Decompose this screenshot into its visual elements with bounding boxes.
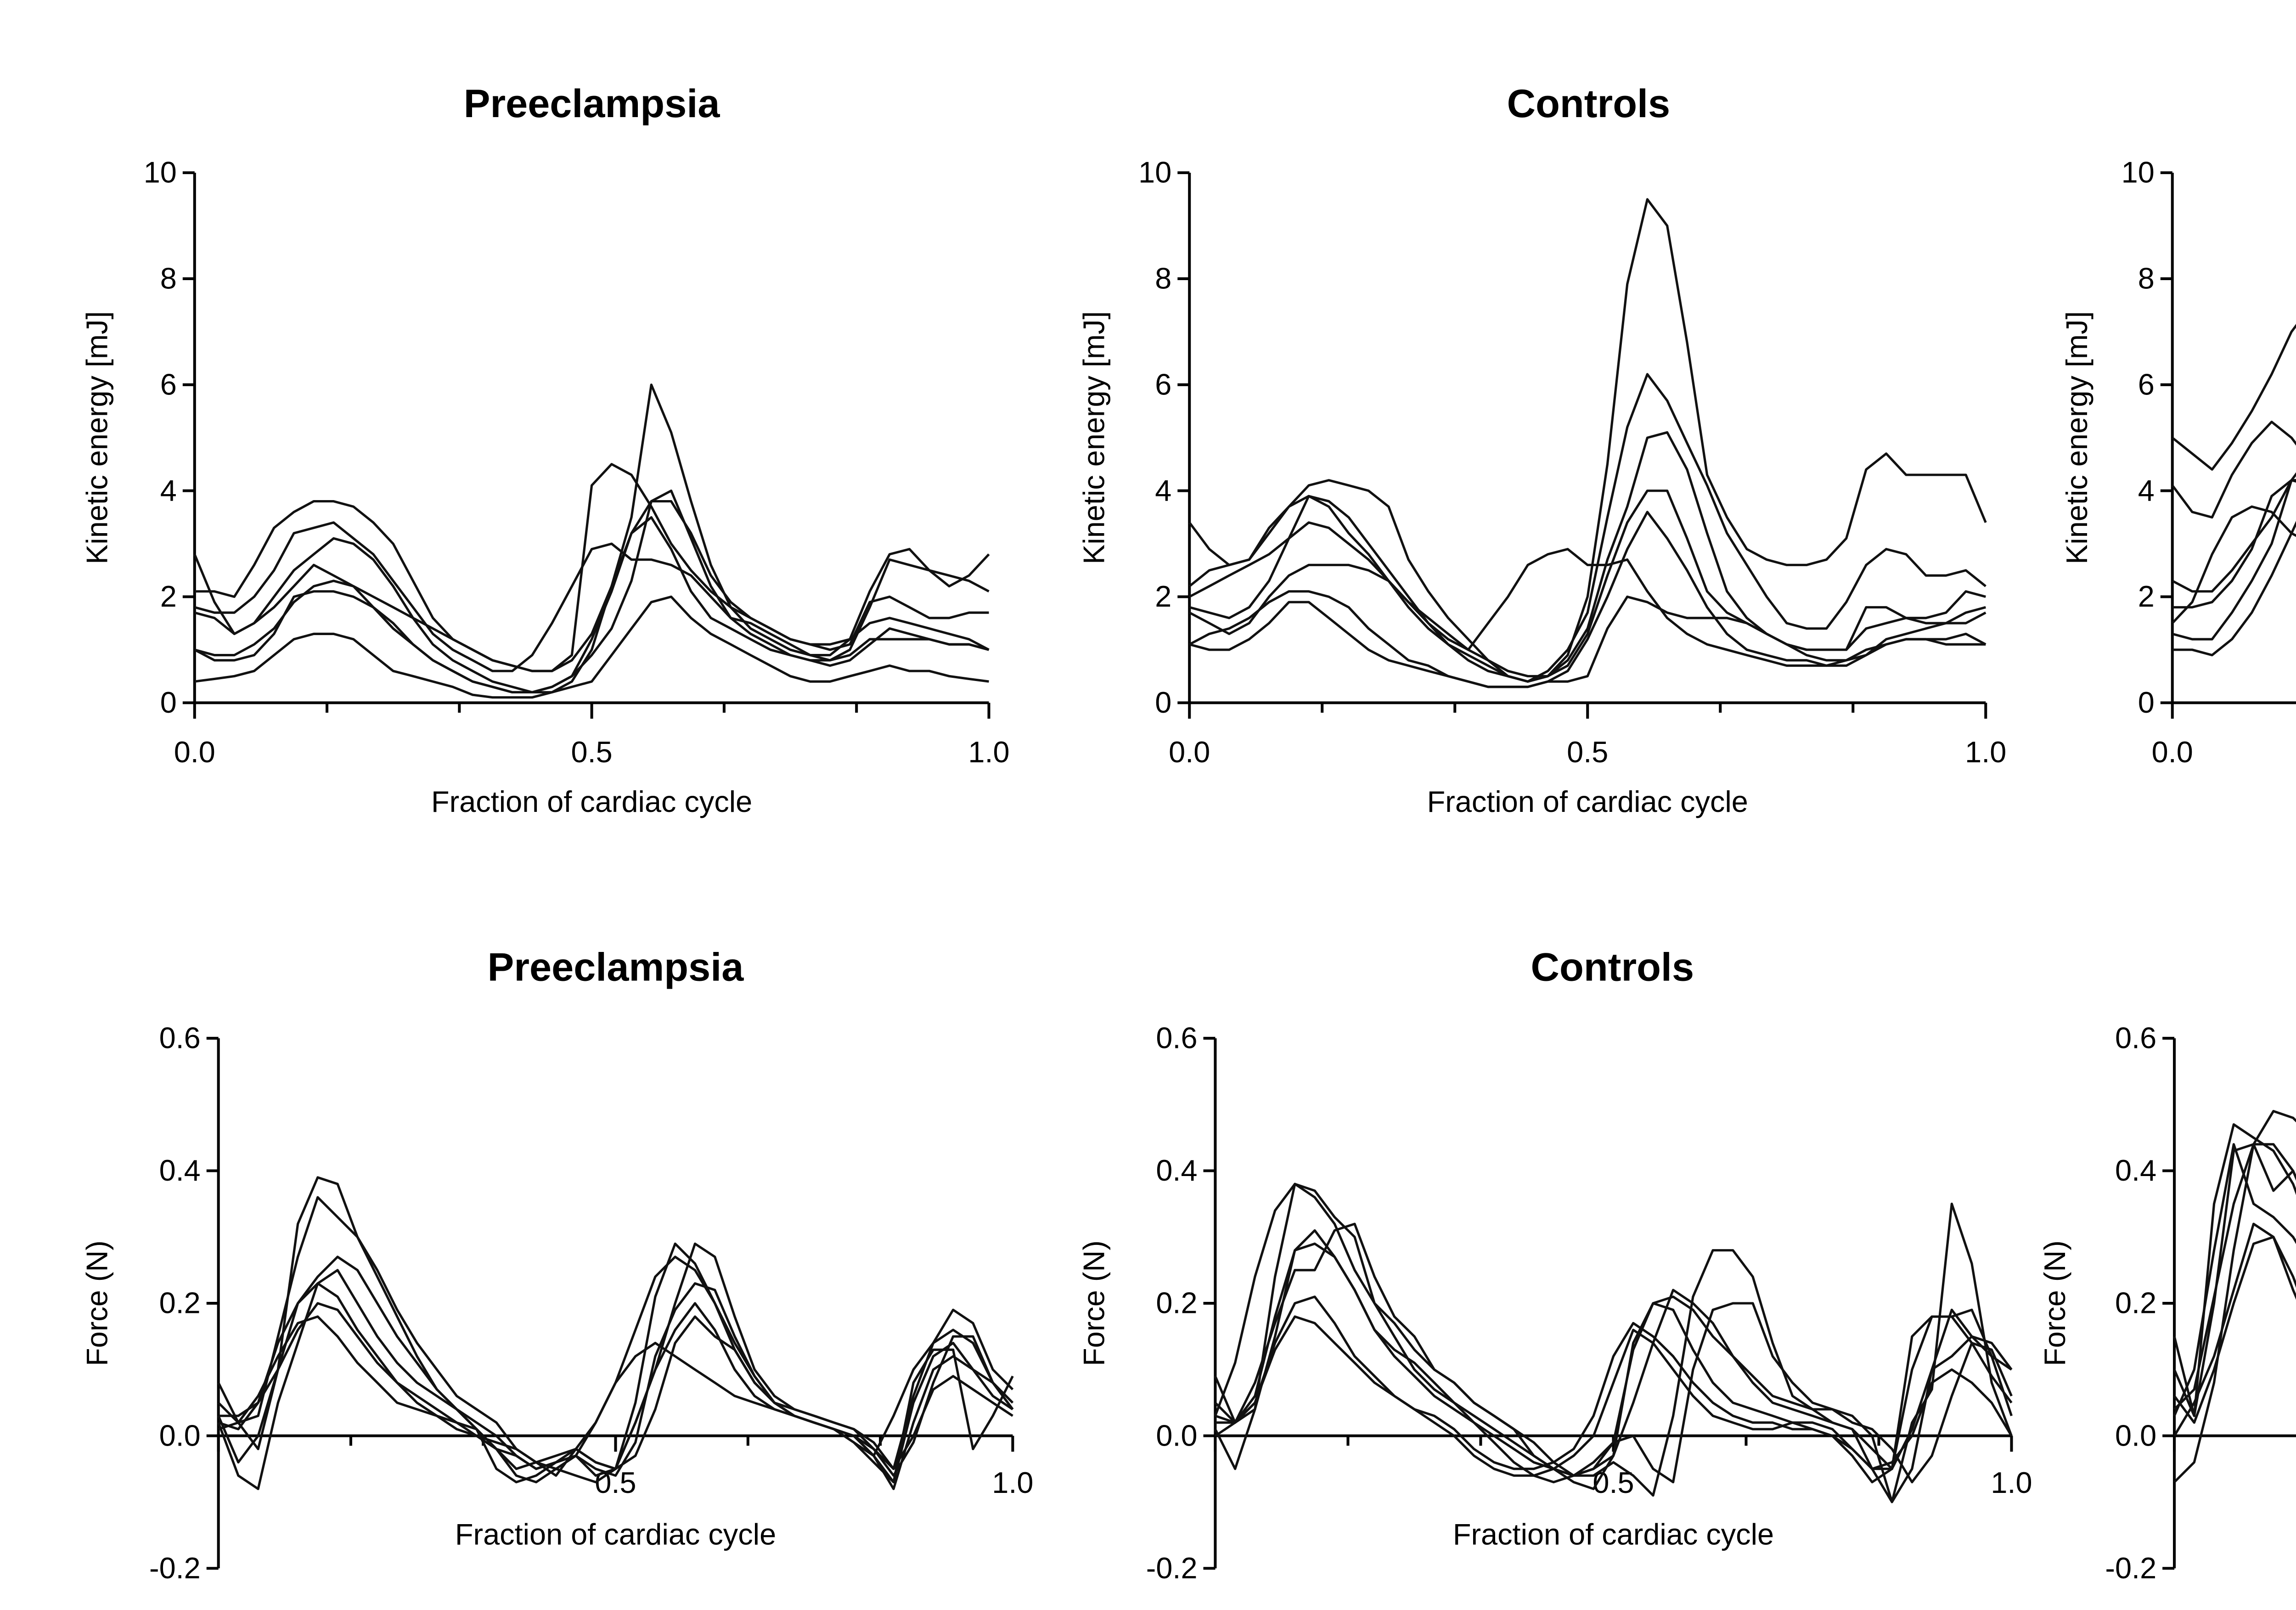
- series-line-s5: [194, 516, 990, 694]
- x-tick-label: 1.0: [1991, 1466, 2032, 1499]
- y-axis-label: Force (N): [2038, 1240, 2071, 1366]
- series-line-s1: [1214, 1182, 2012, 1477]
- x-axis-label: Fraction of cardiac cycle: [1453, 1517, 1774, 1551]
- y-tick-label: 0: [160, 686, 177, 719]
- series-line-s6: [1215, 1295, 2013, 1484]
- series-line-s4: [194, 500, 990, 672]
- series-line-s7: [1189, 595, 1986, 688]
- y-tick-label: 4: [1155, 473, 1171, 507]
- panel-force-preeclampsia: Preeclampsia-0.20.00.20.40.60.5 1.0Fracti…: [80, 946, 1034, 1585]
- series-line-s1: [193, 383, 990, 694]
- series-line-s5: [1189, 490, 1986, 678]
- y-tick-label: 8: [1155, 262, 1171, 295]
- x-tick-label: 0.0: [174, 735, 215, 769]
- y-axis-label: Kinetic energy [mJ]: [1077, 311, 1110, 564]
- y-tick-label: 4: [2138, 473, 2155, 507]
- y-tick-label: 0.2: [1156, 1286, 1197, 1320]
- y-tick-label: 2: [160, 580, 177, 613]
- y-tick-label: -0.2: [149, 1551, 201, 1585]
- panel-ke-controls: Controls 0 2 4 6 8 10 0.0 0.5 1.0 Fraction of card…: [1077, 82, 2006, 818]
- x-tick-label: 1.0: [992, 1466, 1033, 1499]
- y-tick-label: 0.6: [2115, 1021, 2156, 1055]
- y-tick-label: 2: [2138, 580, 2155, 613]
- y-tick-label: 0.2: [2115, 1286, 2156, 1320]
- x-tick-label: 0.0: [1169, 735, 1210, 769]
- y-tick-label: 8: [160, 262, 177, 295]
- x-tick-label: 0.5: [571, 735, 613, 769]
- series-line-s7: [1215, 1315, 2013, 1470]
- x-tick-label: 0.5: [1567, 735, 1608, 769]
- chart-title: Preeclampsia: [488, 946, 744, 990]
- chart-title: Controls: [1531, 946, 1694, 990]
- series-line-s3: [1188, 373, 1986, 683]
- series-line-s1: [1188, 198, 1987, 683]
- x-axis-label: Fraction of cardiac cycle: [1427, 785, 1748, 818]
- series-line-s5: [2171, 505, 2296, 624]
- y-tick-label: 2: [1155, 580, 1171, 613]
- y-tick-label: 0.0: [159, 1419, 201, 1452]
- panel-ke-preeclampsia: Preeclampsia 0 2 4 6 8 10 0.0 0.5 1.0 Fraction of …: [80, 82, 1010, 818]
- series-line-s7: [218, 1302, 1014, 1484]
- y-tick-label: 4: [160, 473, 177, 507]
- series-line-s3: [194, 521, 990, 672]
- series-line-s5: [1215, 1222, 2013, 1503]
- y-tick-label: 6: [160, 367, 177, 401]
- series-line-s6: [1189, 511, 1986, 688]
- series-line-s2: [1214, 1182, 2013, 1490]
- series-line-s4: [1214, 1242, 2013, 1484]
- chart-title: Preeclampsia: [464, 82, 720, 126]
- y-tick-label: 0: [1155, 686, 1171, 719]
- y-tick-label: 6: [2138, 367, 2155, 401]
- series-line-s6: [194, 490, 990, 694]
- y-tick-label: 0.4: [1156, 1154, 1197, 1187]
- x-tick-label: 1.0: [968, 735, 1009, 769]
- y-tick-label: 6: [1155, 367, 1171, 401]
- y-tick-label: 0.2: [159, 1286, 201, 1320]
- series-line-s2: [194, 463, 989, 672]
- series-line-s2: [2171, 421, 2296, 519]
- y-tick-label: 0: [2138, 686, 2155, 719]
- y-axis-label: Kinetic energy [mJ]: [2060, 311, 2093, 564]
- y-tick-label: 10: [2122, 156, 2155, 189]
- chart-title: Controls: [1507, 82, 1671, 126]
- x-tick-label: 0.0: [2152, 735, 2193, 769]
- series-line-s4: [1189, 431, 1986, 683]
- y-tick-label: 0.0: [2115, 1419, 2156, 1452]
- series-line-s5: [218, 1282, 1014, 1490]
- y-tick-label: 0.6: [159, 1021, 201, 1055]
- series-line-s6: [2173, 1222, 2296, 1437]
- y-tick-label: 10: [1138, 156, 1171, 189]
- y-axis-label: Force (N): [80, 1240, 114, 1366]
- y-tick-label: 0.6: [1156, 1021, 1197, 1055]
- y-tick-label: 0.4: [159, 1154, 201, 1187]
- x-axis-label: Fraction of cardiac cycle: [455, 1517, 776, 1551]
- x-tick-label: 1.0: [1965, 735, 2006, 769]
- series-line-s2: [1189, 521, 1986, 667]
- y-axis-label: Kinetic energy [mJ]: [80, 311, 114, 564]
- y-axis-label: Force (N): [1077, 1240, 1110, 1366]
- series-line-s5: [2173, 1143, 2296, 1417]
- series-line-s7: [194, 595, 989, 699]
- series-line-s7: [2173, 1236, 2296, 1424]
- series-line-s1: [2172, 324, 2296, 471]
- series-line-s2: [2173, 1123, 2296, 1417]
- series-line-s3: [2172, 472, 2296, 593]
- series-line-s4: [2173, 1143, 2296, 1410]
- y-tick-label: 0.4: [2115, 1154, 2156, 1187]
- y-tick-label: -0.2: [2105, 1551, 2156, 1585]
- y-tick-label: 0.0: [1156, 1419, 1197, 1452]
- y-tick-label: 10: [144, 156, 177, 189]
- x-axis-label: Fraction of cardiac cycle: [431, 785, 752, 818]
- y-tick-label: 8: [2138, 262, 2155, 295]
- y-tick-label: -0.2: [1146, 1551, 1198, 1585]
